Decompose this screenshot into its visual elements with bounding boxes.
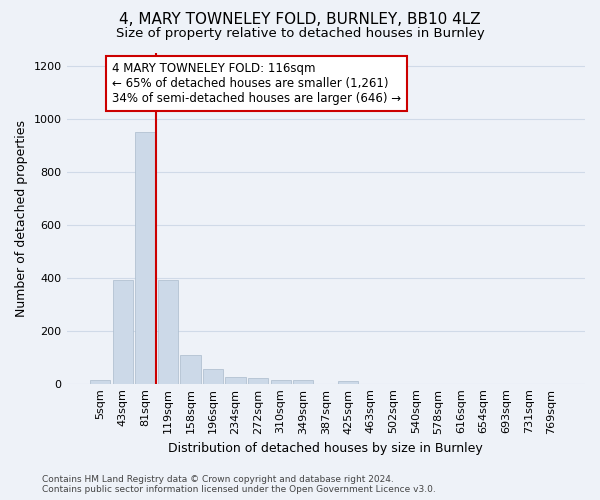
X-axis label: Distribution of detached houses by size in Burnley: Distribution of detached houses by size … [169, 442, 483, 455]
Bar [338, 380, 358, 384]
Bar [135, 132, 155, 384]
Bar [226, 377, 246, 384]
Bar [248, 378, 268, 384]
Bar [113, 280, 133, 384]
Y-axis label: Number of detached properties: Number of detached properties [15, 120, 28, 316]
Bar [293, 380, 313, 384]
Bar [271, 380, 291, 384]
Bar [90, 380, 110, 384]
Text: Contains HM Land Registry data © Crown copyright and database right 2024.
Contai: Contains HM Land Registry data © Crown c… [42, 474, 436, 494]
Text: 4 MARY TOWNELEY FOLD: 116sqm
← 65% of detached houses are smaller (1,261)
34% of: 4 MARY TOWNELEY FOLD: 116sqm ← 65% of de… [112, 62, 401, 105]
Text: Size of property relative to detached houses in Burnley: Size of property relative to detached ho… [116, 28, 484, 40]
Bar [158, 280, 178, 384]
Bar [181, 354, 200, 384]
Bar [203, 369, 223, 384]
Text: 4, MARY TOWNELEY FOLD, BURNLEY, BB10 4LZ: 4, MARY TOWNELEY FOLD, BURNLEY, BB10 4LZ [119, 12, 481, 28]
